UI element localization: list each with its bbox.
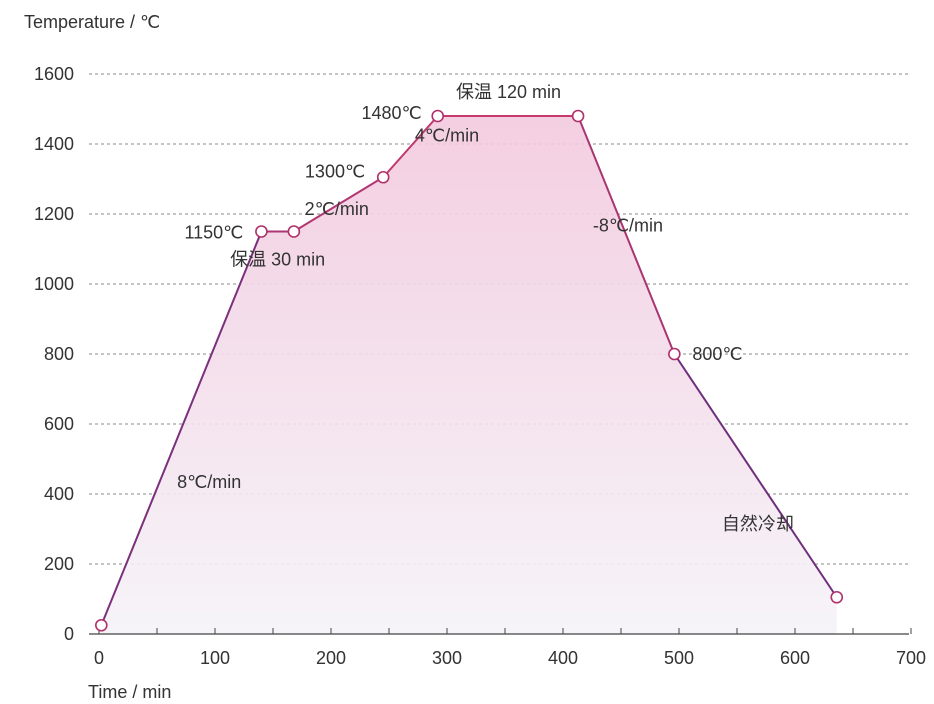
y-tick-label: 200 [44,554,74,574]
annotation-label: 800℃ [692,344,742,364]
y-axis-title: Temperature / ℃ [24,12,161,32]
y-tick-label: 1600 [34,64,74,84]
y-tick-label: 1000 [34,274,74,294]
annotation-label: 自然冷却 [722,514,794,534]
series-segment [100,230,263,627]
data-point [287,225,301,238]
axes: 0 200 400 600 800 1000 1200 1400 1600 0 100 200 300 4… [34,64,926,668]
area-fill [101,116,837,634]
data-point [255,225,268,238]
x-tick-label: 500 [664,648,694,668]
y-tick-label: 1200 [34,204,74,224]
annotation-label: 4℃/min [415,126,479,146]
annotation-label: 1480℃ [361,103,421,123]
x-tick-label: 700 [896,648,926,668]
annotation-label: 1150℃ [184,223,243,243]
y-tick-label: 800 [44,344,74,364]
annotation-label: 保温 120 min [456,82,561,102]
y-tick-label: 600 [44,414,74,434]
annotations: 1150℃ 保温 30 min 1300℃ 2℃/min 1480℃ 4℃/min 保温 1… [177,82,794,534]
series-segment [673,353,838,599]
annotation-label: 保温 30 min [230,250,325,270]
annotation-label: 8℃/min [177,472,241,492]
x-tick-label: 100 [200,648,230,668]
area-fill-shape [101,116,837,634]
x-tick-label: 200 [316,648,346,668]
data-point [830,590,844,604]
data-point [571,109,585,123]
series-segment [292,176,385,233]
data-markers [95,109,844,632]
x-tick-label: 300 [432,648,462,668]
series-line [100,115,838,627]
y-tick-label: 400 [44,484,74,504]
data-point [668,347,681,361]
x-tick-label: 600 [780,648,810,668]
annotation-label: -8℃/min [593,216,663,236]
x-tick-label: 400 [548,648,578,668]
x-axis-title: Time / min [88,682,172,702]
series-segment [577,115,676,355]
y-tick-label: 1400 [34,134,74,154]
series-segment [382,115,439,179]
data-point [95,618,108,632]
x-tick-label: 0 [94,648,104,668]
annotation-label: 1300℃ [305,161,365,181]
annotation-label: 2℃/min [305,199,369,219]
data-point [376,170,390,184]
data-point [431,109,445,123]
y-tick-label: 0 [64,624,74,644]
